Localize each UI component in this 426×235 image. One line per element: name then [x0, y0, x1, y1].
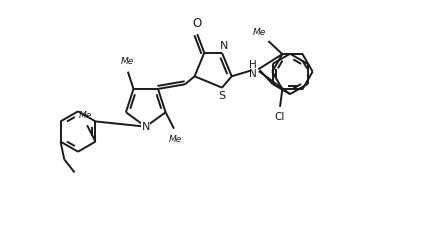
Text: Cl: Cl [274, 112, 285, 121]
Text: Me: Me [120, 57, 133, 66]
Text: N: N [219, 40, 227, 51]
Text: S: S [218, 91, 225, 101]
Text: Me: Me [78, 111, 92, 120]
Text: N: N [141, 122, 150, 132]
Text: O: O [192, 16, 201, 30]
Text: Me: Me [252, 28, 265, 37]
Text: H
N: H N [248, 60, 256, 79]
Text: Me: Me [168, 135, 181, 144]
